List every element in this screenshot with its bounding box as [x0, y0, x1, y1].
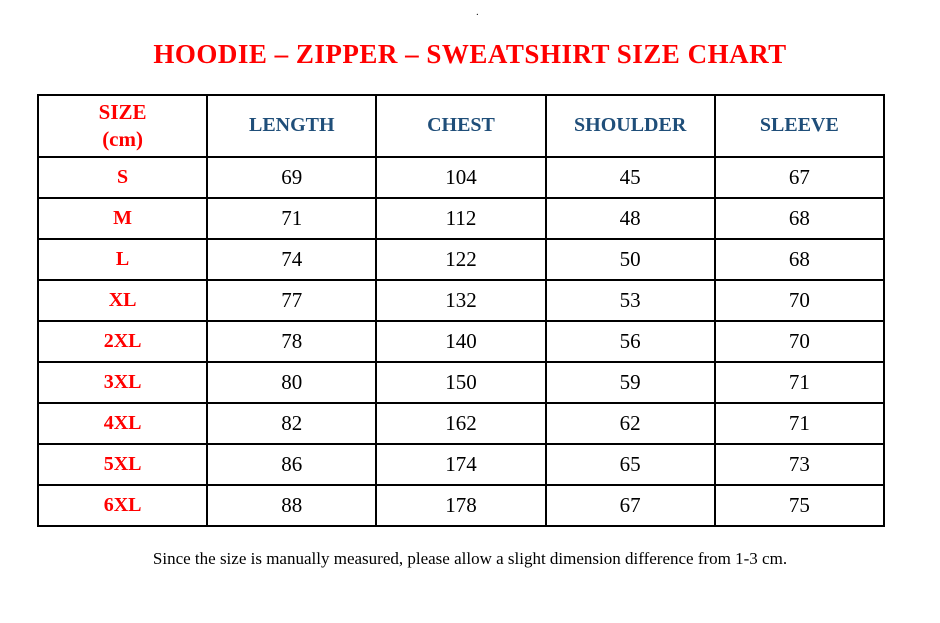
table-row: S 69 104 45 67	[36, 155, 886, 199]
table-row: M 71 112 48 68	[36, 196, 886, 240]
column-header-chest: CHEST	[375, 93, 547, 158]
sleeve-cell: 71	[713, 360, 886, 404]
length-cell: 71	[206, 196, 378, 240]
length-cell: 88	[206, 483, 378, 527]
length-cell: 82	[206, 401, 378, 445]
sleeve-cell: 70	[713, 278, 886, 322]
length-cell: 74	[206, 237, 378, 281]
sleeve-cell: 67	[713, 155, 886, 199]
column-header-shoulder: SHOULDER	[544, 93, 716, 158]
measurement-footnote: Since the size is manually measured, ple…	[152, 548, 788, 568]
chest-cell: 104	[375, 155, 547, 199]
chest-cell: 174	[375, 442, 547, 486]
sleeve-cell: 71	[713, 401, 886, 445]
shoulder-cell: 67	[544, 483, 716, 527]
column-header-length: LENGTH	[206, 93, 378, 158]
size-cell: 3XL	[36, 360, 209, 404]
size-cell: 2XL	[36, 319, 209, 363]
shoulder-cell: 48	[544, 196, 716, 240]
length-cell: 80	[206, 360, 378, 404]
table-header: SIZE (cm) LENGTH CHEST SHOULDER SLEEVE	[36, 93, 886, 158]
length-cell: 77	[206, 278, 378, 322]
page-title: HOODIE – ZIPPER – SWEATSHIRT SIZE CHART	[153, 39, 787, 69]
table-row: 4XL 82 162 62 71	[36, 401, 886, 445]
shoulder-cell: 59	[544, 360, 716, 404]
table-row: 3XL 80 150 59 71	[36, 360, 886, 404]
length-cell: 69	[206, 155, 378, 199]
chest-cell: 112	[375, 196, 547, 240]
size-cell: M	[36, 196, 209, 240]
sleeve-cell: 70	[713, 319, 886, 363]
size-cell: 4XL	[36, 401, 209, 445]
length-cell: 78	[206, 319, 378, 363]
sleeve-cell: 75	[713, 483, 886, 527]
table-row: L 74 122 50 68	[36, 237, 886, 281]
length-cell: 86	[206, 442, 378, 486]
sleeve-cell: 68	[713, 237, 886, 281]
chest-cell: 132	[375, 278, 547, 322]
table-row: 2XL 78 140 56 70	[36, 319, 886, 363]
shoulder-cell: 65	[544, 442, 716, 486]
size-cell: XL	[36, 278, 209, 322]
size-chart-table: SIZE (cm) LENGTH CHEST SHOULDER SLEEVE S…	[36, 93, 886, 527]
sleeve-cell: 73	[713, 442, 886, 486]
header-row: SIZE (cm) LENGTH CHEST SHOULDER SLEEVE	[36, 93, 886, 158]
shoulder-cell: 62	[544, 401, 716, 445]
chest-cell: 122	[375, 237, 547, 281]
size-cell: S	[36, 155, 209, 199]
shoulder-cell: 53	[544, 278, 716, 322]
shoulder-cell: 56	[544, 319, 716, 363]
table-row: XL 77 132 53 70	[36, 278, 886, 322]
chest-cell: 162	[375, 401, 547, 445]
shoulder-cell: 45	[544, 155, 716, 199]
chest-cell: 150	[375, 360, 547, 404]
sleeve-cell: 68	[713, 196, 886, 240]
column-header-sleeve: SLEEVE	[713, 93, 886, 158]
table-row: 6XL 88 178 67 75	[36, 483, 886, 527]
stray-period: .	[476, 6, 479, 18]
chest-cell: 140	[375, 319, 547, 363]
size-cell: L	[36, 237, 209, 281]
table-row: 5XL 86 174 65 73	[36, 442, 886, 486]
column-header-size: SIZE (cm)	[36, 93, 209, 158]
shoulder-cell: 50	[544, 237, 716, 281]
size-cell: 5XL	[36, 442, 209, 486]
chest-cell: 178	[375, 483, 547, 527]
table-body: S 69 104 45 67 M 71 112 48 68 L 74 122 5…	[36, 155, 886, 527]
size-cell: 6XL	[36, 483, 209, 527]
